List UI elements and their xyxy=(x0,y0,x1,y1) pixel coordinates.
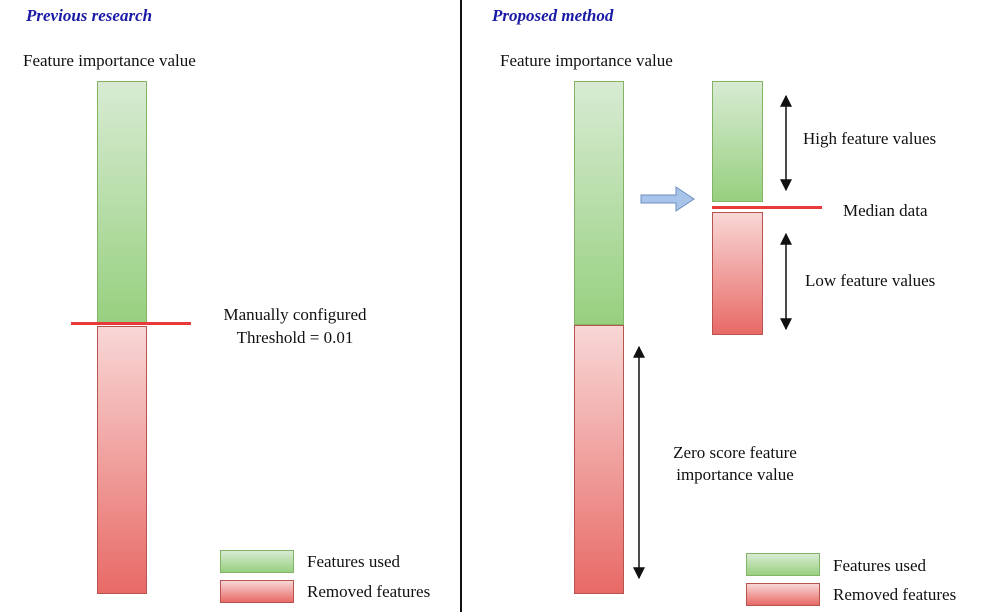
panel-divider xyxy=(460,0,462,612)
low-values-bar xyxy=(712,212,763,335)
right-features-used-bar xyxy=(574,81,624,325)
threshold-label-line1: Manually configured xyxy=(223,305,367,324)
right-legend-used-swatch xyxy=(746,553,820,576)
transition-arrow-icon xyxy=(640,186,695,212)
high-values-label: High feature values xyxy=(803,129,937,148)
left-panel-title: Previous research xyxy=(26,6,153,25)
left-legend-used-swatch xyxy=(220,550,294,573)
right-panel-title: Proposed method xyxy=(492,6,614,25)
low-values-label: Low feature values xyxy=(805,271,936,290)
right-removed-features-bar xyxy=(574,325,624,594)
left-legend-removed-swatch xyxy=(220,580,294,603)
right-axis-label: Feature importance value xyxy=(500,51,673,70)
median-line xyxy=(712,206,822,209)
threshold-label-line2: Threshold = 0.01 xyxy=(236,328,354,347)
left-features-used-bar xyxy=(97,81,147,324)
zero-score-label-line1: Zero score feature xyxy=(673,443,797,462)
left-removed-features-bar xyxy=(97,326,147,594)
left-threshold-line xyxy=(71,322,191,325)
left-axis-label: Feature importance value xyxy=(23,51,196,70)
right-legend-used-label: Features used xyxy=(833,556,927,575)
left-legend-removed-label: Removed features xyxy=(307,582,431,601)
left-legend-used-label: Features used xyxy=(307,552,401,571)
median-label: Median data xyxy=(843,201,928,220)
right-legend-removed-swatch xyxy=(746,583,820,606)
high-values-bar xyxy=(712,81,763,202)
right-legend-removed-label: Removed features xyxy=(833,585,957,604)
zero-score-label-line2: importance value xyxy=(676,465,794,484)
